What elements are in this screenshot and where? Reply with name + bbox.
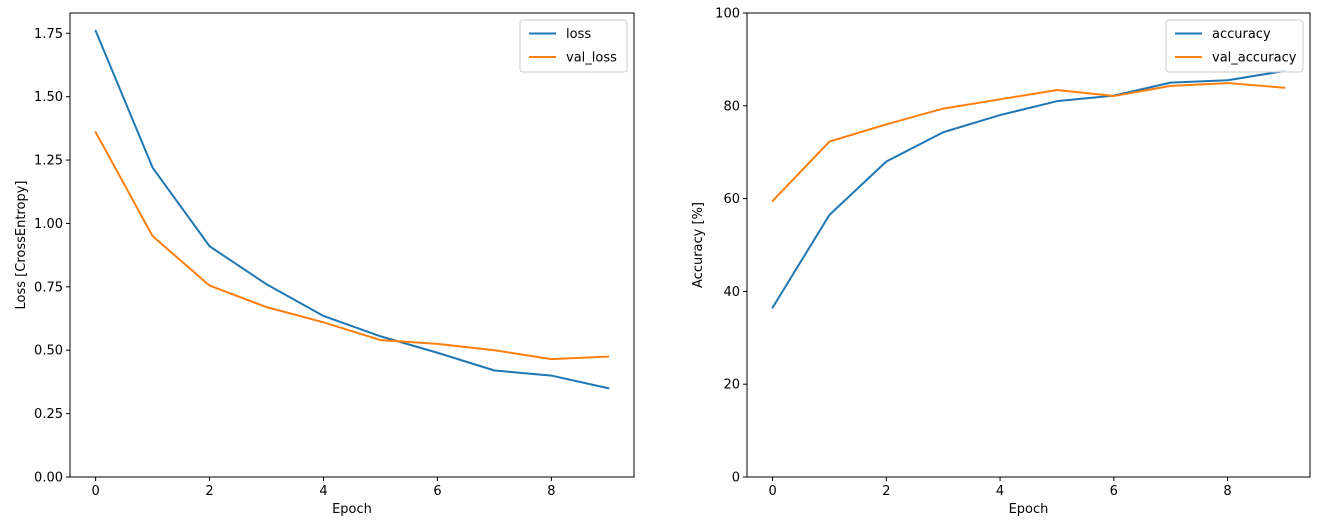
x-axis-tick-label: 0: [768, 484, 776, 499]
x-axis-tick-label: 0: [91, 484, 99, 499]
loss-chart: 0 2 4 6 8 0.00 0.25 0.50 0.75 1.00 1.25 1.50 1.75 Epo…: [14, 12, 635, 517]
val_loss-series-line: [94, 131, 610, 361]
y-axis-label: Accuracy [%]: [691, 202, 706, 288]
y-axis-tick-label: 0.50: [34, 344, 63, 359]
y-axis-tick-label: 1.25: [34, 154, 63, 169]
legend-label-accuracy: accuracy: [1212, 27, 1271, 42]
legend-label-val_accuracy: val_accuracy: [1212, 51, 1297, 66]
y-axis-tick-label: 0.25: [34, 407, 63, 422]
y-axis-tick-label: 0.00: [34, 471, 63, 486]
loss-series-line: [94, 29, 610, 390]
legend: accuracy val_accuracy: [1165, 19, 1304, 73]
y-axis-tick-label: 80: [723, 99, 740, 114]
y-axis-label: Loss [CrossEntropy]: [14, 181, 29, 310]
val_accuracy-series-line: [771, 82, 1286, 202]
y-axis-tick-label: 1.75: [34, 27, 63, 42]
legend: loss val_loss: [519, 19, 628, 73]
x-axis-tick-label: 8: [547, 484, 555, 499]
y-axis-tick-label: 0: [732, 471, 740, 486]
y-axis-tick-label: 60: [723, 192, 740, 207]
legend-label-val_loss: val_loss: [566, 51, 617, 66]
x-axis-label: Epoch: [332, 502, 372, 517]
y-axis-tick-label: 40: [723, 285, 740, 300]
accuracy-series-line: [771, 70, 1286, 309]
plot-area-border: [746, 12, 1311, 478]
loss-plot-svg: 0 2 4 6 8 0.00 0.25 0.50 0.75 1.00 1.25 1.50 1.75 Epo…: [14, 12, 635, 517]
x-axis-tick-label: 4: [996, 484, 1004, 499]
x-axis-tick-label: 8: [1223, 484, 1231, 499]
x-axis-label: Epoch: [1009, 502, 1049, 517]
y-axis-tick-label: 1.50: [34, 90, 63, 105]
y-axis-tick-label: 20: [723, 378, 740, 393]
x-axis-tick-label: 6: [1110, 484, 1118, 499]
legend-label-loss: loss: [566, 27, 591, 42]
y-axis-tick-label: 0.75: [34, 280, 63, 295]
plot-area-border: [69, 12, 635, 478]
x-axis-tick-label: 2: [205, 484, 213, 499]
x-axis-tick-label: 4: [319, 484, 327, 499]
y-axis-tick-label: 1.00: [34, 217, 63, 232]
accuracy-chart: 0 2 4 6 8 0 20 40 60 80 100 Epoch Accuracy [%] accura…: [660, 0, 1320, 530]
x-axis-tick-label: 2: [882, 484, 890, 499]
x-axis-tick-label: 6: [433, 484, 441, 499]
y-axis-tick-label: 100: [715, 7, 740, 22]
